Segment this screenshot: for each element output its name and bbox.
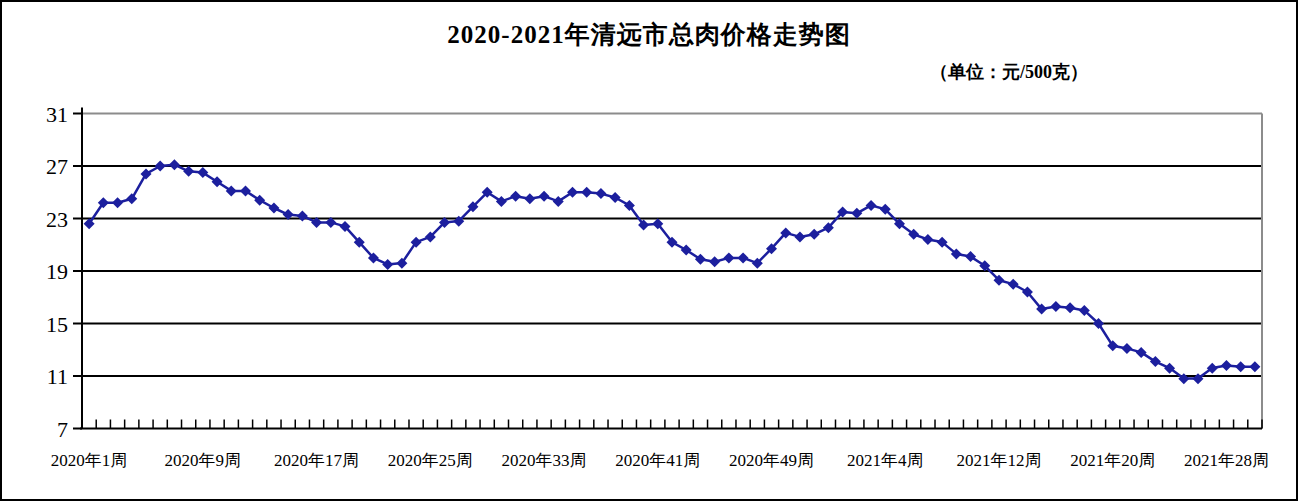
data-point-marker [1008,279,1019,290]
data-point-marker [1050,301,1061,312]
data-point-marker [524,193,535,204]
data-point-marker [595,188,606,199]
y-axis-label: 11 [47,364,68,389]
x-axis-label: 2021年4周 [847,451,924,470]
data-point-marker [581,187,592,198]
data-point-marker [866,200,877,211]
y-axis-label: 27 [46,154,68,179]
data-point-marker [738,252,749,263]
data-point-marker [1235,361,1246,372]
x-axis-label: 2020年41周 [615,451,700,470]
chart-frame: 2020-2021年清远市总肉价格走势图 （单位：元/500克） 3127231… [0,0,1298,501]
data-point-marker [1221,360,1232,371]
data-point-marker [709,256,720,267]
y-axis-label: 19 [46,259,68,284]
x-axis-label: 2020年33周 [502,451,587,470]
data-point-marker [140,168,151,179]
y-axis-label: 15 [46,312,68,337]
data-point-marker [851,208,862,219]
data-point-marker [183,166,194,177]
x-axis-label: 2020年1周 [51,451,128,470]
data-point-marker [297,210,308,221]
price-line-chart: 31 27 23 19 15 11 7 2020年1周 2020年9周 2020年17周 2020年… [2,2,1298,501]
data-point-marker [155,161,166,172]
data-point-marker [610,192,621,203]
x-axis-label: 2021年12周 [956,451,1041,470]
y-axis-label: 7 [57,417,68,442]
x-axis-label: 2020年25周 [388,451,473,470]
data-point-marker [1065,302,1076,313]
x-axis-label: 2021年28周 [1184,451,1269,470]
data-point-marker [382,259,393,270]
x-axis-label: 2020年9周 [165,451,242,470]
x-axis-label: 2020年49周 [729,451,814,470]
y-axis-label: 31 [46,102,68,127]
data-point-marker [169,159,180,170]
data-point-marker [794,231,805,242]
x-axis-label: 2021年20周 [1070,451,1155,470]
data-point-marker [539,191,550,202]
data-point-marker [1249,361,1260,372]
data-point-marker [723,252,734,263]
data-point-marker [922,234,933,245]
data-point-marker [112,197,123,208]
y-axis-label: 23 [46,207,68,232]
x-axis-label: 2020年17周 [274,451,359,470]
data-point-marker [126,193,137,204]
data-point-marker [809,229,820,240]
data-point-marker [268,203,279,214]
data-point-marker [510,191,521,202]
data-point-marker [1121,343,1132,354]
